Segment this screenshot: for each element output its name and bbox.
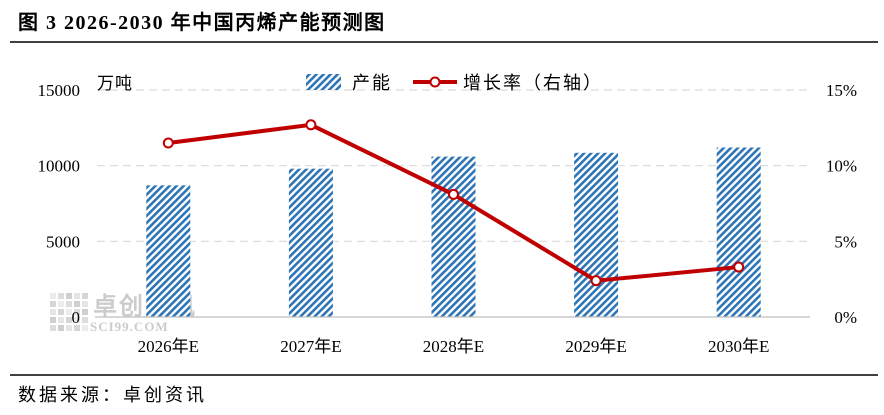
right-tick-label-5pct: 5% <box>834 232 857 251</box>
watermark-logo-cell <box>66 317 72 323</box>
watermark-logo-cell <box>66 293 72 299</box>
capacity-bar-2026e <box>146 185 191 317</box>
watermark-logo-cell <box>58 301 64 307</box>
watermark-logo-cell <box>58 309 64 315</box>
legend-swatch-growth-rate-marker <box>429 76 441 88</box>
watermark-logo-cell <box>58 325 64 331</box>
x-tick-label-2027e: 2027年E <box>280 337 341 356</box>
growth-rate-point-2030e <box>733 261 745 273</box>
growth-rate-series <box>162 119 745 287</box>
legend-label-capacity: 产能 <box>352 73 392 93</box>
watermark-logo-cell <box>82 317 88 323</box>
legend: 产能 增长率（右轴） <box>306 73 603 93</box>
right-tick-label-10pct: 10% <box>826 157 857 176</box>
legend-label-growth-rate: 增长率（右轴） <box>463 73 603 93</box>
right-tick-label-0pct: 0% <box>834 308 857 327</box>
watermark-logo-cell <box>58 317 64 323</box>
watermark-logo-cell <box>50 301 56 307</box>
watermark-logo-cell <box>50 317 56 323</box>
left-tick-label-10000: 10000 <box>38 157 81 176</box>
x-tick-label-2030e: 2030年E <box>708 337 769 356</box>
x-tick-label-2026e: 2026年E <box>138 337 199 356</box>
capacity-bar-2028e <box>431 156 476 317</box>
legend-item-growth-rate: 增长率（右轴） <box>413 73 603 93</box>
growth-rate-point-2029e <box>590 275 602 287</box>
source-note: 数据来源：卓创资讯 <box>18 385 207 405</box>
watermark-logo-cell <box>74 309 80 315</box>
growth-rate-point-2028e <box>448 188 459 200</box>
growth-rate-point-2026e <box>162 137 174 149</box>
watermark-logo-cell <box>66 301 72 307</box>
capacity-bar-2030e <box>716 147 761 317</box>
watermark-logo-cell <box>50 293 56 299</box>
x-tick-label-2028e: 2028年E <box>423 337 484 356</box>
capacity-bars <box>146 147 761 317</box>
right-tick-label-15pct: 15% <box>826 81 857 100</box>
watermark-logo-cell <box>74 317 80 323</box>
left-axis-unit: 万吨 <box>97 74 133 93</box>
left-tick-label-15000: 15000 <box>38 81 81 100</box>
watermark-domain: SCI99.COM <box>90 319 169 334</box>
right-axis-tick-labels: 0% 5% 10% 15% <box>826 81 857 327</box>
watermark-logo-icon <box>50 293 88 331</box>
watermark-logo-cell <box>74 325 80 331</box>
watermark-logo-cell <box>50 325 56 331</box>
legend-item-capacity: 产能 <box>306 73 392 93</box>
category-labels: 2026年E 2027年E 2028年E 2029年E 2030年E <box>138 337 770 356</box>
left-tick-label-5000: 5000 <box>46 232 80 251</box>
legend-swatch-capacity <box>306 74 341 90</box>
watermark-logo-cell <box>58 293 64 299</box>
capacity-bar-2029e <box>574 152 619 317</box>
watermark-logo-cell <box>66 325 72 331</box>
watermark-logo-cell <box>74 293 80 299</box>
left-axis-tick-labels: 0 5000 10000 15000 <box>38 81 81 327</box>
watermark-logo-cell <box>74 301 80 307</box>
figure-title: 图 3 2026-2030 年中国丙烯产能预测图 <box>18 10 386 34</box>
watermark-logo-cell <box>82 301 88 307</box>
watermark-logo-cell <box>82 293 88 299</box>
watermark-logo-cell <box>82 309 88 315</box>
x-tick-label-2029e: 2029年E <box>565 337 626 356</box>
capacity-bar-2027e <box>288 168 333 317</box>
left-tick-label-0: 0 <box>72 308 81 327</box>
watermark-logo-cell <box>66 309 72 315</box>
growth-rate-point-2027e <box>305 119 317 131</box>
watermark-logo-cell <box>82 325 88 331</box>
watermark-logo-cell <box>50 309 56 315</box>
